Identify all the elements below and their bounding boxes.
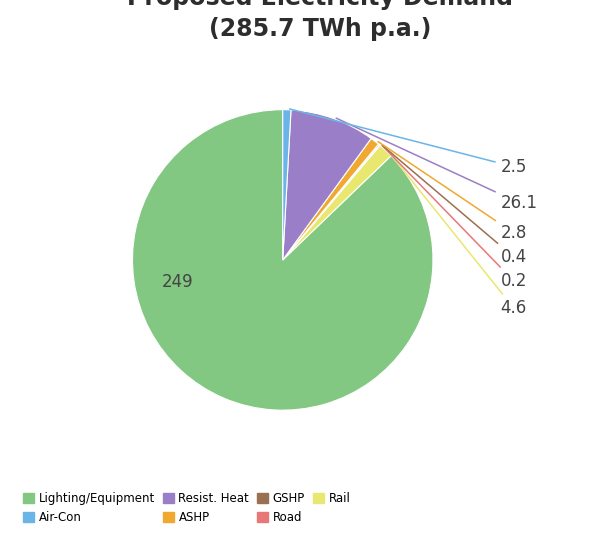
Wedge shape bbox=[283, 110, 371, 260]
Wedge shape bbox=[283, 110, 291, 260]
Text: 0.4: 0.4 bbox=[382, 145, 527, 266]
Wedge shape bbox=[283, 145, 391, 260]
Text: 249: 249 bbox=[162, 273, 229, 382]
Wedge shape bbox=[283, 145, 380, 260]
Wedge shape bbox=[283, 144, 379, 260]
Legend: Lighting/Equipment, Air-Con, Resist. Heat, ASHP, GSHP, Road, Rail: Lighting/Equipment, Air-Con, Resist. Hea… bbox=[20, 489, 354, 528]
Wedge shape bbox=[133, 110, 433, 410]
Text: 2.8: 2.8 bbox=[378, 141, 527, 242]
Wedge shape bbox=[283, 138, 379, 260]
Text: 0.2: 0.2 bbox=[383, 146, 527, 290]
Text: 2.5: 2.5 bbox=[290, 109, 527, 176]
Text: 4.6: 4.6 bbox=[388, 152, 527, 317]
Title: Proposed Electricity Demand
(285.7 TWh p.a.): Proposed Electricity Demand (285.7 TWh p… bbox=[127, 0, 513, 41]
Text: 26.1: 26.1 bbox=[336, 118, 538, 212]
